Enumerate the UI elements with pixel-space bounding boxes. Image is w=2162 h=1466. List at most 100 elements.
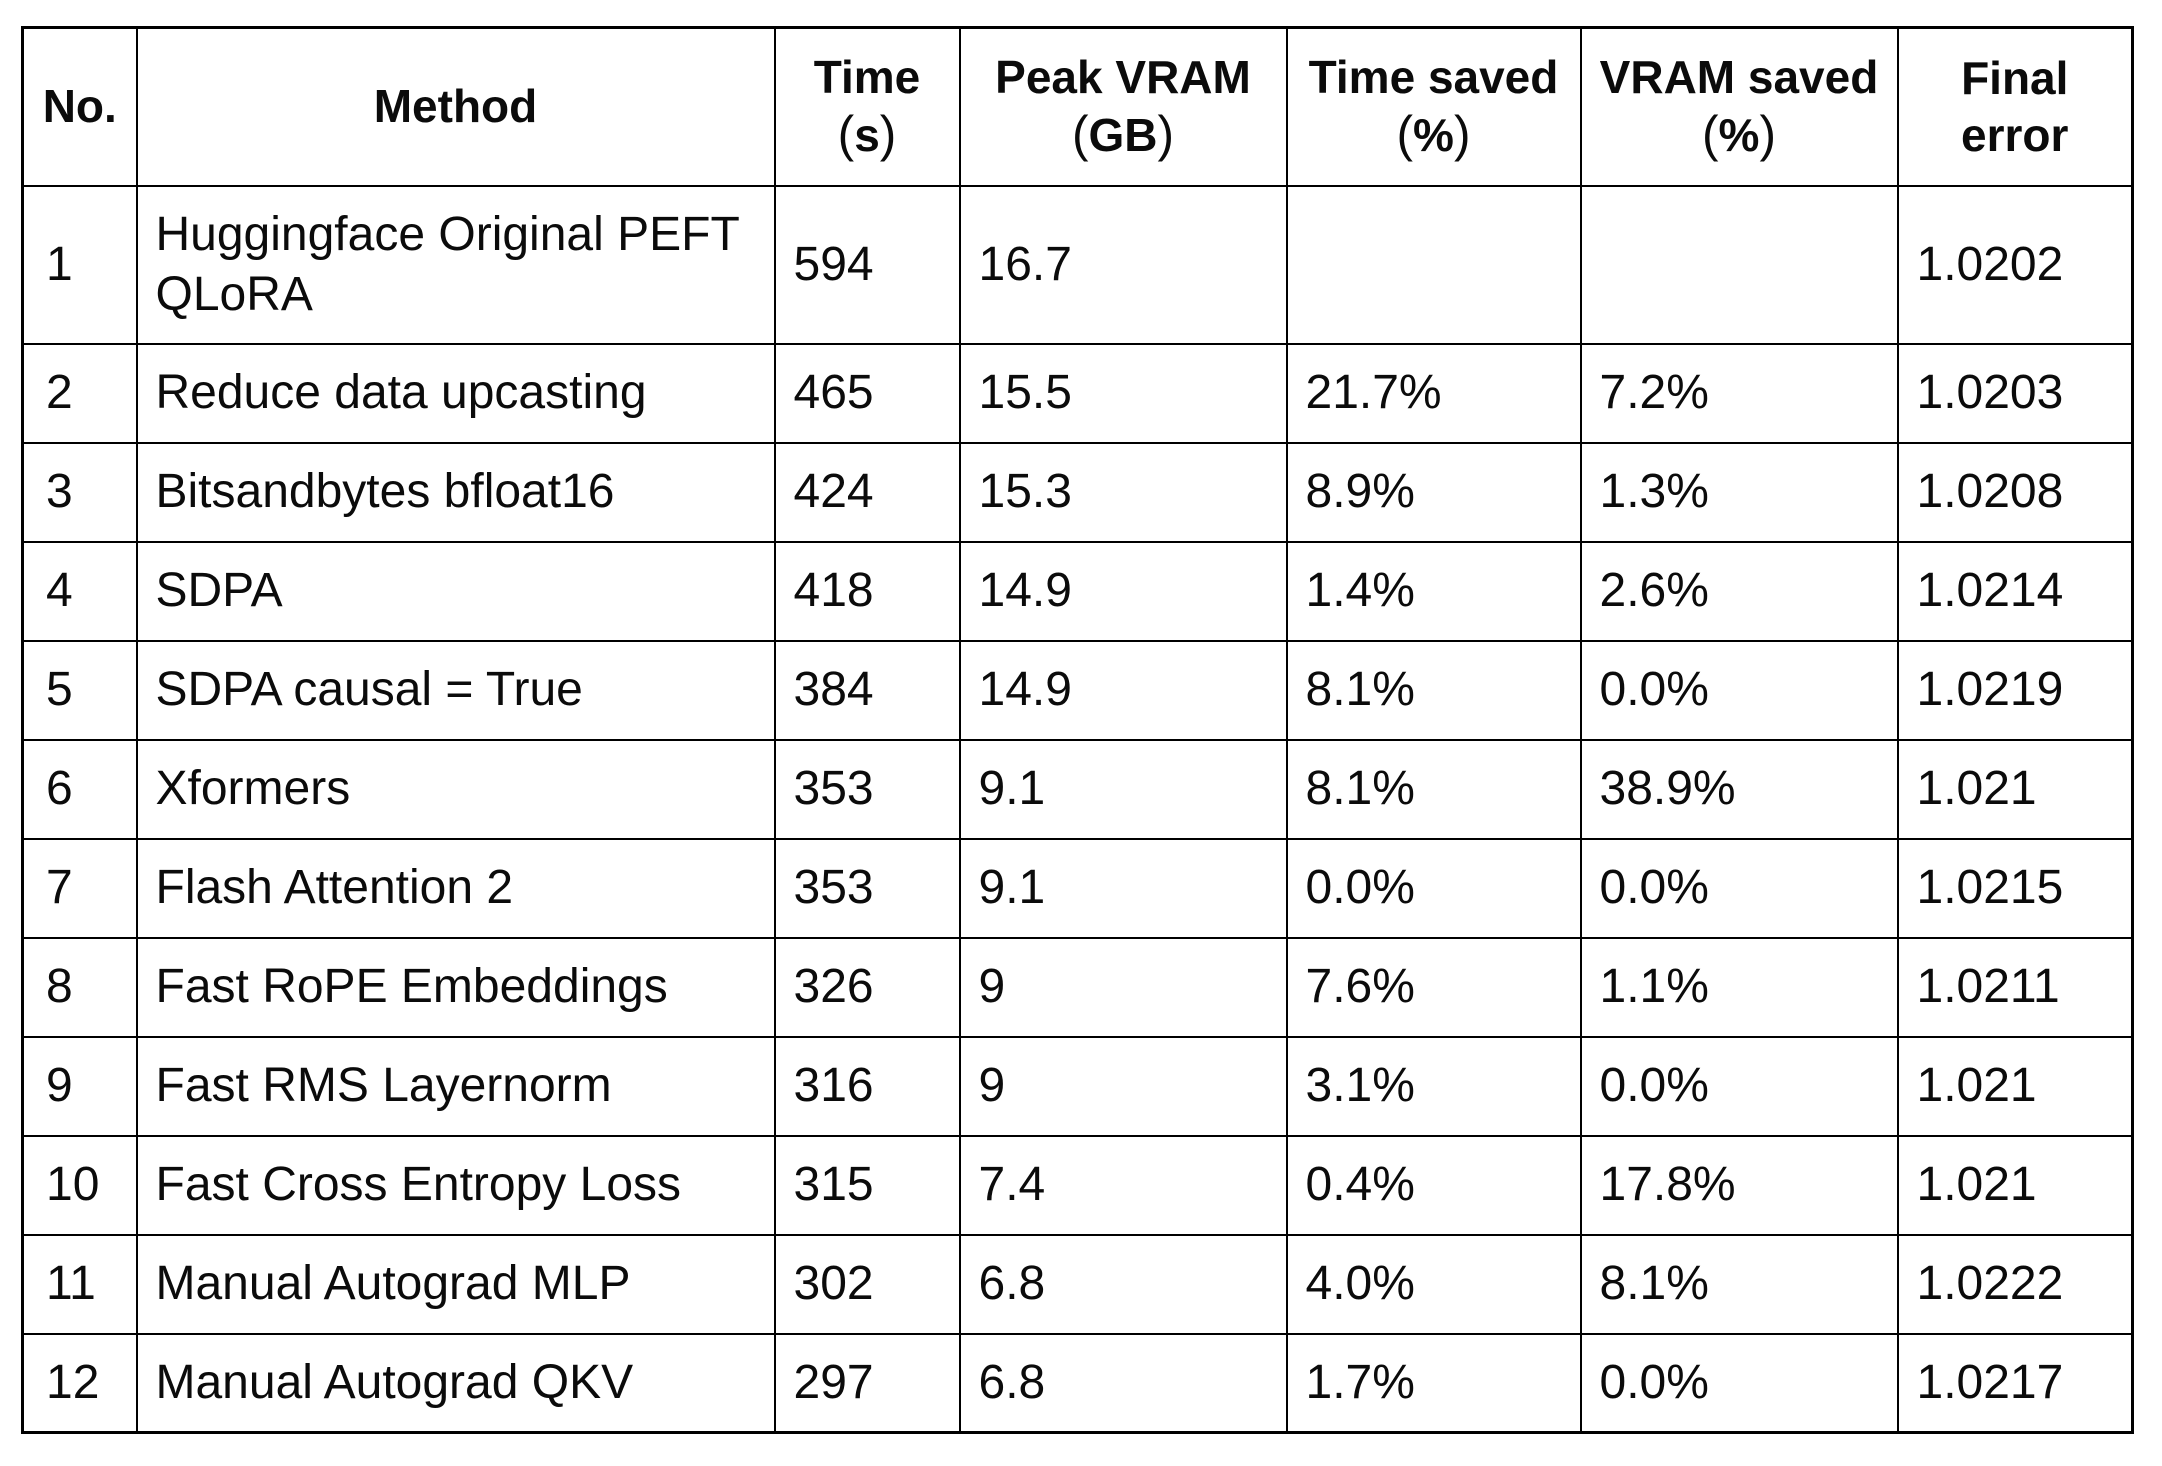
cell-final-error: 1.0211 — [1896, 936, 2134, 1038]
cell-no: 1 — [21, 184, 138, 345]
cell-vram-saved: 0.0% — [1579, 1035, 1899, 1137]
cell-time-saved: 3.1% — [1285, 1035, 1582, 1137]
header-label-line2: error — [1961, 108, 2069, 161]
cell-method: SDPA causal = True — [135, 639, 776, 741]
cell-vram-saved: 2.6% — [1579, 540, 1899, 642]
header-unit: % — [1413, 109, 1454, 162]
column-header-peak-vram: Peak VRAM (GB) — [958, 26, 1288, 187]
cell-no: 7 — [21, 837, 138, 939]
cell-final-error: 1.0215 — [1896, 837, 2134, 939]
column-header-time: Time (s) — [773, 26, 961, 187]
cell-time-saved: 0.0% — [1285, 837, 1582, 939]
cell-vram-saved: 38.9% — [1579, 738, 1899, 840]
close-paren: ) — [879, 106, 897, 163]
cell-no: 3 — [21, 441, 138, 543]
cell-method: Huggingface Original PEFT QLoRA — [135, 184, 776, 345]
cell-final-error: 1.0203 — [1896, 342, 2134, 444]
benchmark-table: No. Method Time (s) Peak VRAM (GB) Time … — [21, 26, 2134, 1434]
cell-vram-saved: 1.3% — [1579, 441, 1899, 543]
column-header-time-saved: Time saved (%) — [1285, 26, 1582, 187]
cell-time: 315 — [773, 1134, 961, 1236]
cell-method: Manual Autograd MLP — [135, 1233, 776, 1335]
table-row: 3 Bitsandbytes bfloat16 424 15.3 8.9% 1.… — [21, 441, 2134, 543]
header-label: No. — [42, 80, 117, 133]
table-row: 9 Fast RMS Layernorm 316 9 3.1% 0.0% 1.0… — [21, 1035, 2134, 1137]
cell-time: 418 — [773, 540, 961, 642]
table-row: 7 Flash Attention 2 353 9.1 0.0% 0.0% 1.… — [21, 837, 2134, 939]
table-row: 10 Fast Cross Entropy Loss 315 7.4 0.4% … — [21, 1134, 2134, 1236]
table-row: 5 SDPA causal = True 384 14.9 8.1% 0.0% … — [21, 639, 2134, 741]
cell-final-error: 1.0222 — [1896, 1233, 2134, 1335]
cell-vram-saved: 0.0% — [1579, 837, 1899, 939]
cell-peak-vram: 6.8 — [958, 1233, 1288, 1335]
cell-time-saved: 1.7% — [1285, 1332, 1582, 1434]
cell-time: 465 — [773, 342, 961, 444]
cell-peak-vram: 7.4 — [958, 1134, 1288, 1236]
header-label: Final — [1961, 51, 2069, 104]
open-paren: ( — [837, 106, 855, 163]
cell-time-saved: 7.6% — [1285, 936, 1582, 1038]
cell-no: 9 — [21, 1035, 138, 1137]
cell-vram-saved: 7.2% — [1579, 342, 1899, 444]
table-row: 1 Huggingface Original PEFT QLoRA 594 16… — [21, 184, 2134, 345]
cell-peak-vram: 9 — [958, 1035, 1288, 1137]
cell-time: 353 — [773, 837, 961, 939]
cell-method: Flash Attention 2 — [135, 837, 776, 939]
close-paren: ) — [1759, 106, 1776, 163]
cell-time: 316 — [773, 1035, 961, 1137]
benchmark-table-container: No. Method Time (s) Peak VRAM (GB) Time … — [21, 26, 2134, 1434]
cell-no: 5 — [21, 639, 138, 741]
cell-time-saved: 21.7% — [1285, 342, 1582, 444]
table-row: 11 Manual Autograd MLP 302 6.8 4.0% 8.1%… — [21, 1233, 2134, 1335]
cell-time-saved: 0.4% — [1285, 1134, 1582, 1236]
cell-vram-saved: 0.0% — [1579, 1332, 1899, 1434]
cell-method: SDPA — [135, 540, 776, 642]
cell-vram-saved: 1.1% — [1579, 936, 1899, 1038]
cell-method: Manual Autograd QKV — [135, 1332, 776, 1434]
column-header-no: No. — [21, 26, 138, 187]
cell-peak-vram: 9.1 — [958, 837, 1288, 939]
cell-final-error: 1.0217 — [1896, 1332, 2134, 1434]
cell-time-saved: 8.9% — [1285, 441, 1582, 543]
cell-final-error: 1.021 — [1896, 1035, 2134, 1137]
cell-method: Reduce data upcasting — [135, 342, 776, 444]
cell-time: 297 — [773, 1332, 961, 1434]
cell-time: 302 — [773, 1233, 961, 1335]
cell-vram-saved: 8.1% — [1579, 1233, 1899, 1335]
open-paren: ( — [1071, 106, 1089, 163]
cell-method: Xformers — [135, 738, 776, 840]
cell-time-saved: 1.4% — [1285, 540, 1582, 642]
header-label: Method — [373, 80, 538, 133]
cell-time: 384 — [773, 639, 961, 741]
header-unit: % — [1718, 109, 1760, 162]
cell-time-saved: 4.0% — [1285, 1233, 1582, 1335]
header-row: No. Method Time (s) Peak VRAM (GB) Time … — [21, 26, 2134, 187]
open-paren: ( — [1396, 106, 1414, 163]
cell-time-saved: 8.1% — [1285, 738, 1582, 840]
cell-final-error: 1.0214 — [1896, 540, 2134, 642]
table-row: 4 SDPA 418 14.9 1.4% 2.6% 1.0214 — [21, 540, 2134, 642]
close-paren: ) — [1157, 106, 1175, 163]
table-header: No. Method Time (s) Peak VRAM (GB) Time … — [21, 26, 2134, 187]
header-label: Time saved — [1308, 51, 1559, 104]
cell-method: Fast RMS Layernorm — [135, 1035, 776, 1137]
cell-no: 11 — [21, 1233, 138, 1335]
cell-vram-saved: 17.8% — [1579, 1134, 1899, 1236]
cell-final-error: 1.0219 — [1896, 639, 2134, 741]
cell-time: 594 — [773, 184, 961, 345]
cell-method: Fast Cross Entropy Loss — [135, 1134, 776, 1236]
table-row: 6 Xformers 353 9.1 8.1% 38.9% 1.021 — [21, 738, 2134, 840]
cell-vram-saved: 0.0% — [1579, 639, 1899, 741]
cell-final-error: 1.021 — [1896, 1134, 2134, 1236]
cell-no: 2 — [21, 342, 138, 444]
cell-time: 326 — [773, 936, 961, 1038]
cell-peak-vram: 15.3 — [958, 441, 1288, 543]
cell-peak-vram: 14.9 — [958, 540, 1288, 642]
open-paren: ( — [1702, 106, 1719, 163]
cell-vram-saved — [1579, 184, 1899, 345]
header-label: Time — [813, 51, 921, 104]
close-paren: ) — [1453, 106, 1471, 163]
column-header-vram-saved: VRAM saved (%) — [1579, 26, 1899, 187]
header-unit-line: (GB) — [967, 106, 1280, 164]
cell-method: Bitsandbytes bfloat16 — [135, 441, 776, 543]
